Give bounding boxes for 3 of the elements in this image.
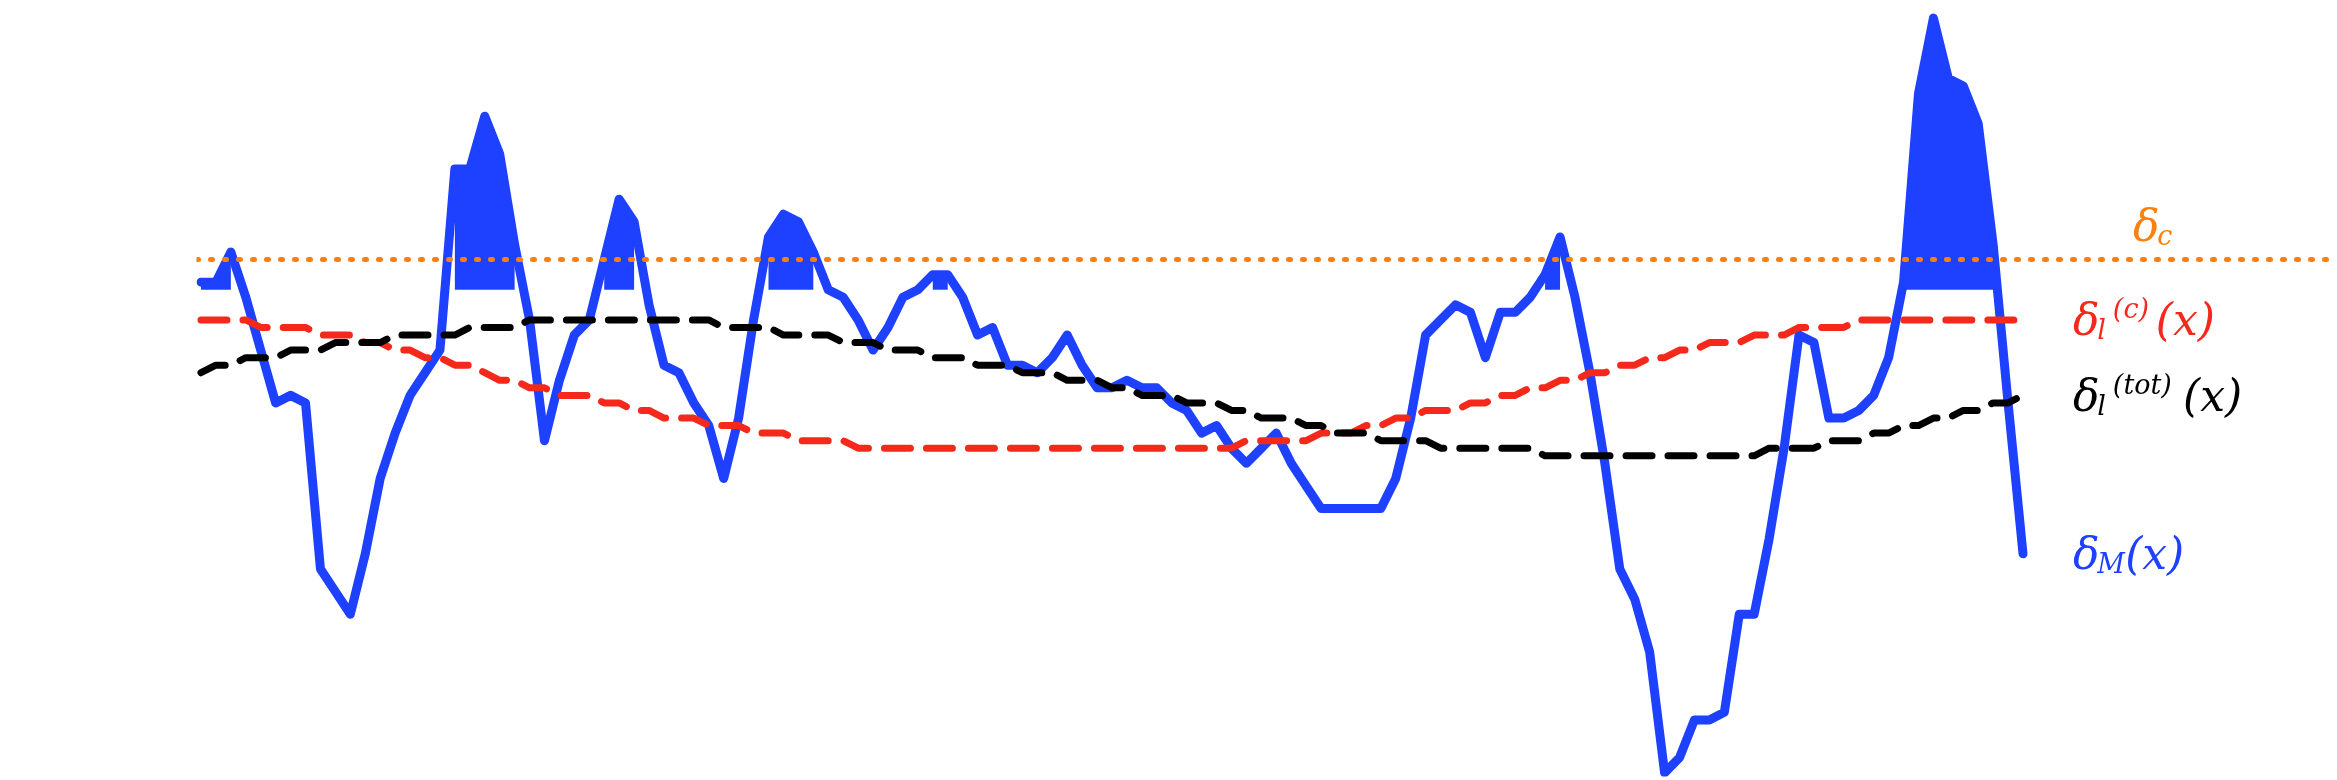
series-label: δl(tot)(x) [2073,368,2243,421]
series-label: δM(x) [2073,528,2185,580]
ref-line-label: δc [2133,200,2173,252]
